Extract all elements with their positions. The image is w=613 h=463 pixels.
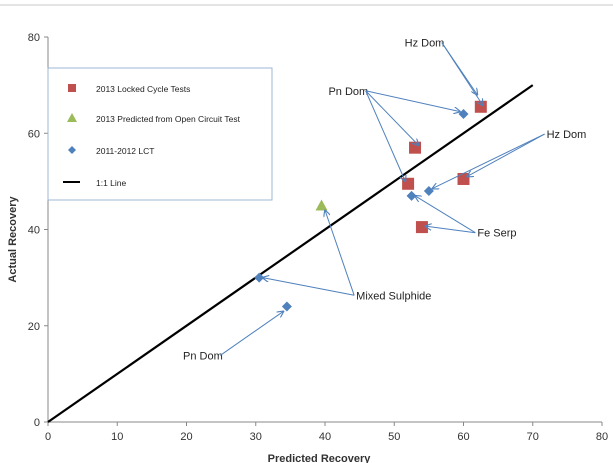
x-tick-label: 50 (388, 431, 400, 443)
x-tick-label: 60 (457, 431, 469, 443)
legend-swatch-triangle (67, 113, 77, 122)
one-to-one-line (47, 84, 534, 423)
annotation-arrow (219, 311, 283, 356)
data-point-diamond (281, 301, 292, 312)
annotation-arrow (415, 196, 476, 234)
annotation-label: Fe Serp (477, 228, 516, 240)
legend-swatch-square (68, 84, 76, 92)
data-point-square (457, 172, 470, 185)
y-tick-label: 20 (28, 321, 40, 333)
data-point-square (409, 141, 422, 154)
legend-box (47, 67, 273, 201)
x-tick-label: 80 (596, 431, 608, 443)
data-point-triangle (315, 199, 328, 211)
annotation-arrow (365, 90, 419, 146)
annotation-label: Hz Dom (405, 38, 445, 50)
y-tick-label: 0 (34, 417, 40, 429)
annotation-arrow (325, 210, 355, 296)
x-tick-label: 10 (111, 431, 123, 443)
annotation-arrow (263, 278, 355, 296)
annotation-arrow (467, 133, 545, 177)
data-point-diamond (423, 186, 434, 196)
annotation-arrow (425, 226, 476, 234)
x-tick-label: 40 (319, 431, 331, 443)
annotation-label: Pn Dom (183, 350, 223, 362)
y-axis-title: Actual Recovery (7, 196, 19, 283)
annotation-arrow (432, 133, 545, 189)
annotation-arrow (365, 90, 406, 182)
annotation-label: Hz Dom (547, 129, 587, 141)
y-tick-label: 40 (28, 225, 40, 237)
legend-label: 2011-2012 LCT (96, 146, 154, 156)
annotation-arrow (441, 42, 483, 106)
annotation-label: Pn Dom (328, 86, 368, 98)
x-tick-label: 20 (180, 431, 192, 443)
annotation-arrow (365, 90, 460, 112)
y-tick-label: 80 (28, 32, 40, 44)
legend: 2013 Locked Cycle Tests 2013 Predicted fr… (47, 67, 273, 201)
legend-label: 2013 Locked Cycle Tests (96, 84, 190, 94)
legend-label: 2013 Predicted from Open Circuit Test (96, 114, 241, 124)
annotation-label: Mixed Sulphide (356, 290, 431, 302)
data-point-diamond (458, 109, 469, 119)
y-tick-label: 60 (28, 128, 40, 140)
x-tick-label: 0 (45, 431, 51, 443)
x-tick-label: 70 (527, 431, 539, 443)
legend-swatch-diamond (68, 146, 76, 154)
data-point-square (402, 177, 415, 190)
x-axis-title: Predicted Recovery (268, 453, 372, 463)
x-tick-label: 30 (250, 431, 262, 443)
legend-label: 1:1 Line (96, 178, 127, 188)
data-point-square (415, 221, 428, 234)
